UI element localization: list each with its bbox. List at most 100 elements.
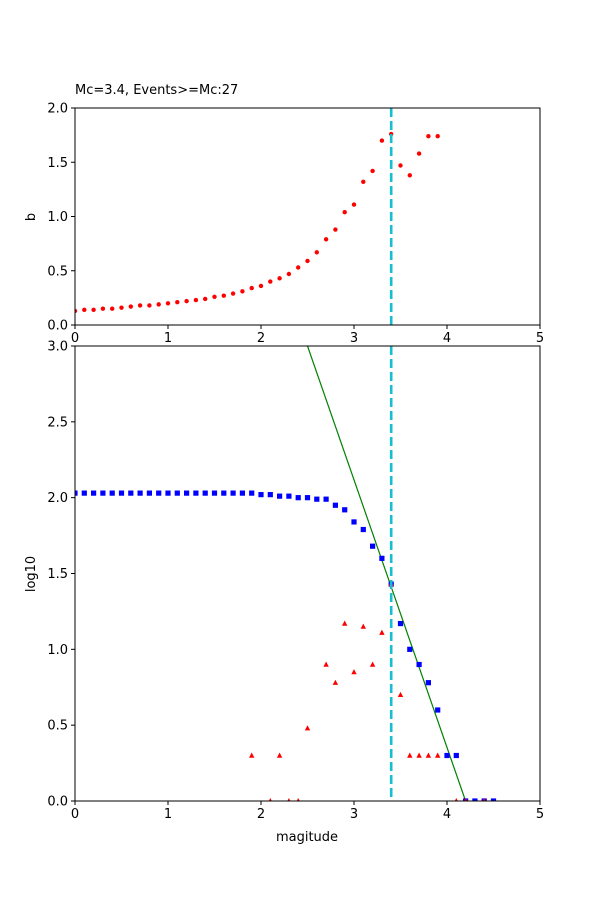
top-b-value-point [398, 163, 403, 168]
bottom-non-cumulative-point [407, 752, 413, 758]
bottom-cumulative-point [156, 490, 162, 496]
bottom-cumulative-point [75, 490, 78, 496]
bottom-non-cumulative-point [397, 691, 404, 698]
top-b-value-point [342, 209, 347, 215]
bottom-cumulative-point [184, 490, 190, 496]
top-xtick-label: 0 [71, 331, 79, 346]
bottom-marks [75, 346, 497, 801]
bottom-non-cumulative-point [296, 798, 300, 801]
top-b-value-point [333, 227, 338, 232]
top-b-value-point [193, 297, 199, 303]
top-b-value-point [137, 303, 143, 308]
bottom-xtick-label: 1 [164, 807, 172, 822]
bottom-non-cumulative-point [435, 752, 441, 758]
bottom-cumulative-point [286, 493, 292, 499]
bottom-non-cumulative-point [416, 752, 422, 758]
bottom-cumulative-point [490, 798, 497, 801]
bottom-non-cumulative-point [268, 798, 272, 801]
bottom-ytick-label: 1.5 [47, 567, 68, 582]
top-b-value-point [277, 276, 282, 281]
bottom-cumulative-point [370, 543, 376, 549]
bottom-ytick-label: 0.0 [47, 795, 68, 810]
bottom-cumulative-point [239, 490, 245, 496]
bottom-cumulative-point [230, 490, 236, 496]
top-b-value-point [128, 304, 133, 309]
top-plot-area [75, 131, 440, 314]
top-xtick-label: 3 [350, 331, 358, 346]
top-axes: 0 1 2 3 4 5 0.0 0.5 1.0 1.5 2.0 [47, 102, 544, 347]
top-b-value-point [156, 302, 161, 307]
bottom-cumulative-point [397, 620, 404, 627]
bottom-cumulative-point [146, 490, 152, 496]
bottom-cumulative-point [165, 490, 171, 496]
bottom-cumulative-point [435, 707, 441, 713]
bottom-axes: 0 1 2 3 4 5 0.0 0.5 1.0 1.5 2.0 2.5 3.0 [47, 340, 544, 823]
bottom-non-cumulative-point [323, 661, 329, 667]
top-b-value-point [119, 305, 124, 310]
top-xtick-label: 2 [257, 331, 265, 346]
bottom-cumulative-point [267, 492, 273, 498]
bottom-cumulative-point [425, 680, 431, 686]
top-b-value-point [82, 307, 87, 313]
bottom-cumulative-point [258, 492, 264, 498]
bottom-cumulative-point [379, 555, 385, 561]
bottom-cumulative-point [202, 490, 208, 496]
frequency-panel: log10 magitude 0 1 2 3 4 5 0.0 0.5 1.0 1.5 2.0 2.5 3… [24, 340, 544, 846]
top-b-value-point [240, 289, 245, 294]
top-b-value-point [314, 250, 319, 255]
bottom-cumulative-point [453, 752, 459, 759]
top-ytick-label: 0.5 [47, 264, 68, 279]
top-b-value-point [203, 296, 208, 302]
bottom-xtick-label: 5 [536, 807, 544, 822]
bottom-ytick-label: 0.5 [47, 719, 68, 734]
top-b-value-point [258, 283, 264, 289]
bottom-cumulative-point [118, 490, 125, 496]
top-xtick-label: 5 [536, 331, 544, 346]
top-b-value-point [296, 265, 301, 270]
top-ytick-label: 1.0 [47, 210, 68, 225]
top-b-value-point [165, 301, 171, 306]
top-marks [75, 108, 440, 325]
top-b-value-point [286, 271, 292, 277]
bottom-cumulative-point [277, 493, 283, 499]
top-b-value-point [379, 138, 385, 143]
top-ytick-label: 1.5 [47, 156, 68, 171]
bottom-cumulative-point [304, 495, 311, 501]
bottom-xlabel: magitude [276, 830, 338, 845]
bottom-non-cumulative-point [249, 752, 255, 758]
top-b-value-point [221, 293, 226, 298]
top-b-value-point [435, 134, 440, 139]
bottom-xtick-label: 4 [443, 807, 451, 822]
top-xtick-label: 4 [443, 331, 451, 346]
bottom-cumulative-point [174, 490, 180, 496]
top-b-value-point [249, 285, 254, 291]
bottom-cumulative-point [332, 502, 338, 508]
bottom-cumulative-point [295, 495, 301, 501]
b-value-panel: Mc=3.4, Events>=Mc:27 b 0 1 2 3 4 5 0.0 0.5 1.0 1… [24, 83, 544, 346]
bottom-cumulative-point [323, 496, 329, 502]
bottom-cumulative-point [314, 496, 320, 502]
bottom-non-cumulative-point [332, 679, 339, 685]
bottom-cumulative-point [342, 507, 348, 513]
bottom-ytick-label: 2.5 [47, 415, 68, 430]
bottom-ytick-label: 1.0 [47, 643, 68, 658]
bottom-cumulative-point [416, 661, 422, 668]
bottom-ylabel: log10 [24, 556, 39, 592]
bottom-non-cumulative-point [482, 798, 486, 801]
bottom-cumulative-point [137, 490, 143, 496]
top-b-value-point [370, 168, 375, 174]
bottom-non-cumulative-point [464, 798, 468, 801]
bottom-non-cumulative-point [304, 725, 311, 731]
bottom-non-cumulative-point [360, 623, 366, 629]
bottom-cumulative-point [351, 519, 357, 525]
bottom-ytick-label: 2.0 [47, 491, 68, 506]
bottom-cumulative-point [109, 490, 115, 496]
bottom-cumulative-point [249, 490, 255, 496]
top-b-value-point [100, 306, 106, 311]
top-b-value-point [91, 307, 96, 313]
bottom-cumulative-point [444, 752, 450, 759]
bottom-cumulative-point [100, 490, 106, 496]
top-b-value-point [268, 279, 273, 284]
bottom-cumulative-point [128, 490, 134, 496]
